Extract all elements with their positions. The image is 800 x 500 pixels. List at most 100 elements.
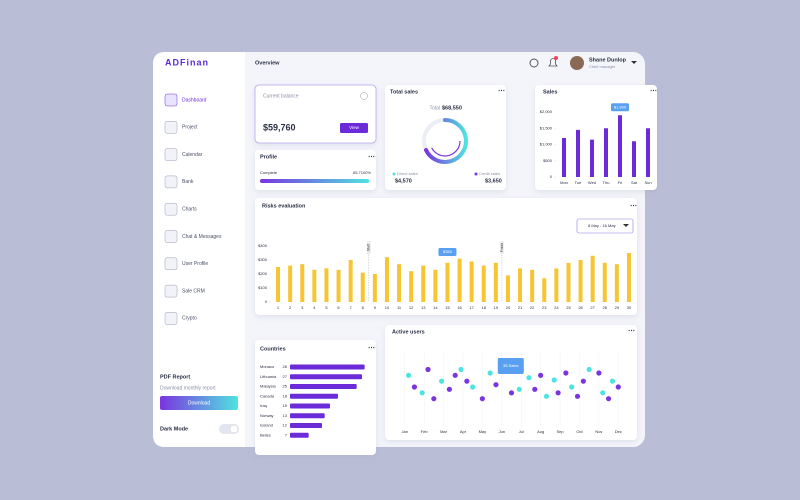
bar — [481, 265, 486, 302]
avatar[interactable] — [570, 56, 584, 70]
tooltip-box — [497, 358, 524, 374]
dot — [479, 396, 485, 402]
nav-label: Project — [182, 125, 198, 131]
x-tick-label: 18 — [482, 305, 487, 310]
card-menu[interactable]: ⋯ — [630, 203, 637, 210]
x-tick-label: Sat — [631, 180, 638, 185]
nav-icon[interactable] — [164, 284, 178, 298]
nav-icon[interactable] — [164, 148, 178, 161]
bar — [409, 271, 414, 302]
profile-value: 65.7100% — [353, 170, 371, 175]
user-menu[interactable] — [631, 61, 637, 64]
marker-label: Finish — [500, 243, 504, 252]
nav-icon[interactable] — [164, 257, 178, 271]
x-tick-label: Oct — [576, 429, 583, 434]
dot — [493, 382, 499, 388]
dot — [446, 386, 452, 392]
balance-arrow[interactable] — [360, 92, 368, 100]
marker-label: Start — [367, 244, 371, 251]
category-label: Monaco — [260, 364, 275, 369]
download-button[interactable] — [160, 396, 238, 410]
bar — [469, 261, 474, 302]
nav-icon[interactable] — [164, 202, 178, 216]
chart-title: Countries — [260, 346, 286, 352]
x-tick-label: 22 — [530, 305, 535, 310]
value-label: 28 — [283, 364, 288, 369]
bar — [618, 115, 622, 177]
logo: ADFinan — [165, 57, 209, 67]
dot — [586, 366, 592, 373]
dot — [543, 393, 550, 399]
dot — [411, 384, 418, 390]
x-tick-label: Feb — [421, 429, 429, 434]
card-menu[interactable]: ⋯ — [368, 154, 375, 161]
x-tick-label: Fri — [618, 180, 623, 185]
bar — [290, 364, 365, 370]
date-dropdown[interactable] — [576, 218, 634, 234]
bar — [530, 269, 535, 302]
x-tick-label: 8 — [362, 305, 365, 310]
bar — [290, 423, 322, 428]
card-menu[interactable]: ⋯ — [498, 88, 505, 95]
card-menu[interactable]: ⋯ — [628, 328, 635, 335]
bar — [421, 265, 426, 302]
dropdown-arrow — [623, 224, 629, 227]
dot — [516, 386, 522, 392]
dot — [464, 378, 470, 384]
x-tick-label: Dec — [615, 429, 622, 434]
x-tick-label: Sep — [556, 429, 564, 434]
view-button[interactable] — [340, 123, 368, 133]
value-label: 12 — [283, 423, 288, 428]
settings-icon[interactable] — [529, 58, 539, 68]
tooltip: 35 Sales — [503, 363, 519, 368]
dot — [605, 396, 612, 402]
x-tick-label: May — [479, 429, 487, 434]
y-tick-label: $200 — [258, 271, 268, 276]
x-tick-label: 20 — [506, 305, 511, 310]
dot — [574, 393, 581, 399]
bell-icon[interactable] — [548, 58, 558, 67]
x-tick-label: 30 — [627, 305, 632, 310]
sales-card — [535, 85, 657, 190]
x-tick-label: Jan — [401, 429, 407, 434]
x-tick-label: 19 — [494, 305, 499, 310]
nav-label: Charts — [182, 207, 197, 213]
card-menu[interactable]: ⋯ — [368, 345, 375, 352]
bar — [348, 260, 353, 302]
card-menu[interactable]: ⋯ — [650, 88, 657, 95]
user-role: Chief manager — [589, 64, 616, 69]
bar — [445, 262, 450, 302]
dot — [425, 366, 431, 373]
nav-icon[interactable] — [164, 312, 178, 325]
date-range: 8 May - 16 May — [588, 223, 616, 228]
dot — [452, 372, 458, 378]
dot — [563, 370, 569, 376]
bar — [324, 268, 329, 302]
x-tick-label: 24 — [554, 305, 559, 310]
dot — [580, 378, 586, 384]
bar — [604, 128, 608, 177]
marker-tag — [499, 241, 504, 254]
nav-icon[interactable] — [164, 175, 178, 189]
category-label: Iceland — [260, 423, 273, 428]
dot — [470, 384, 476, 390]
nav-icon[interactable] — [164, 121, 178, 134]
category-label: Iraq — [260, 403, 267, 408]
nav-label: Dashboard — [182, 97, 207, 103]
nav-icon[interactable] — [164, 230, 178, 243]
credit-value: $3,650 — [485, 178, 502, 184]
bar — [300, 264, 305, 302]
y-tick-label: $1,000 — [540, 142, 553, 147]
x-tick-label: 9 — [374, 305, 377, 310]
y-tick-label: $2,000 — [540, 109, 553, 114]
x-tick-label: 28 — [603, 305, 608, 310]
x-tick-label: Sun — [644, 180, 651, 185]
x-tick-label: Tue — [575, 180, 583, 185]
bar — [566, 262, 571, 302]
nav-icon[interactable] — [164, 93, 178, 107]
bar — [372, 274, 377, 302]
bar — [590, 139, 594, 177]
marker-tag — [366, 241, 371, 254]
y-tick-label: $400 — [258, 243, 268, 248]
